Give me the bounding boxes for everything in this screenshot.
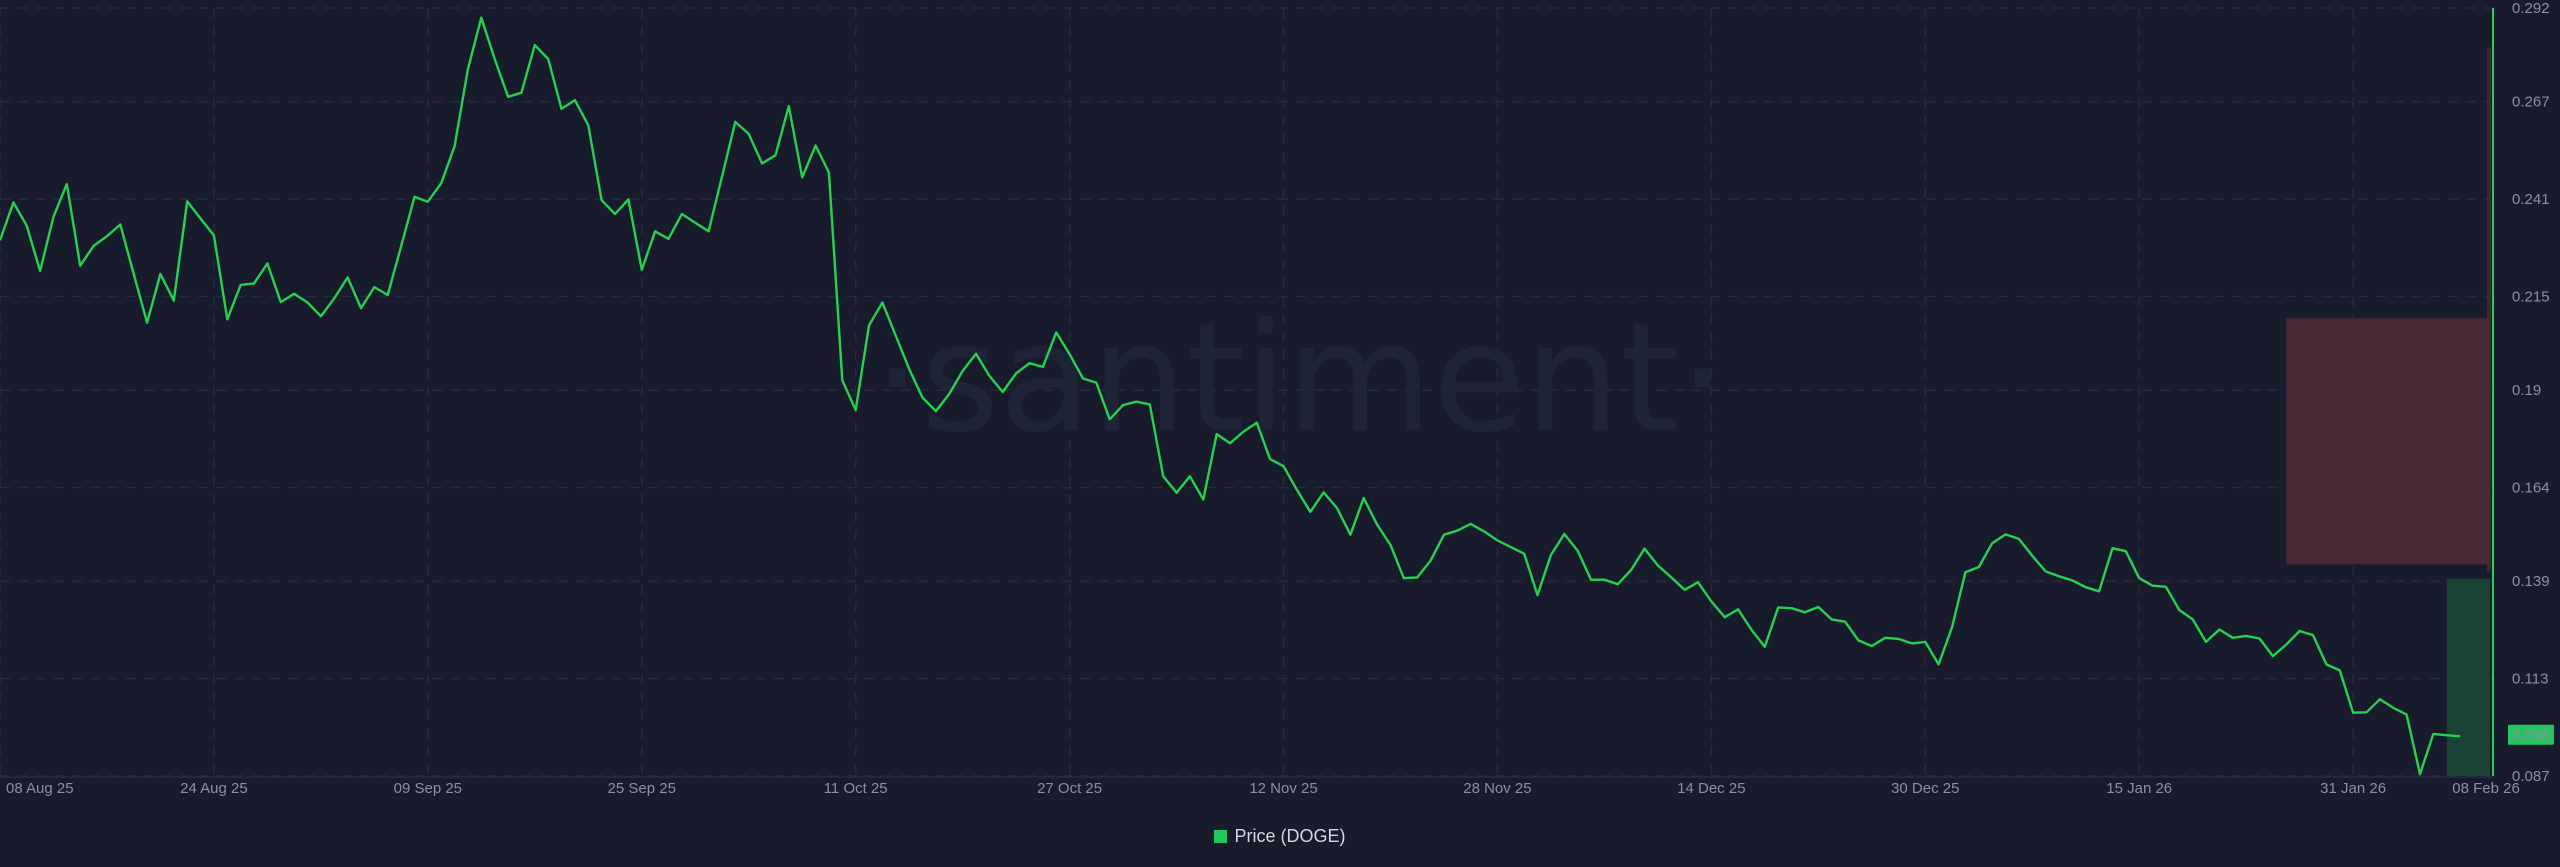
y-axis: 0.292 0.267 0.241 0.215 0.19 0.164 0.139 0.113 0…: [2512, 0, 2550, 785]
x-tick-label: 08 Feb 26: [2452, 780, 2520, 797]
legend-swatch-icon: [1214, 830, 1228, 843]
price-line: [0, 16, 2461, 776]
x-tick-label: 25 Sep 25: [608, 780, 676, 797]
x-tick-label: 30 Dec 25: [1891, 780, 1959, 797]
volume-bar-red: [2487, 47, 2491, 572]
x-tick-label: 14 Dec 25: [1677, 780, 1745, 797]
x-tick-label: 08 Aug 25: [6, 780, 74, 797]
y-tick-label: 0.164: [2512, 480, 2550, 497]
y-tick-label: 0.087: [2512, 768, 2550, 785]
x-tick-label: 09 Sep 25: [394, 780, 462, 797]
x-tick-label: 27 Oct 25: [1037, 780, 1102, 797]
price-zones: [2286, 318, 2490, 776]
resistance-zone: [2286, 318, 2490, 565]
y-tick-label: 0.215: [2512, 288, 2550, 305]
support-zone: [2446, 578, 2490, 776]
last-price-badge: 0.098: [2508, 724, 2554, 745]
x-tick-label: 31 Jan 26: [2320, 780, 2386, 797]
santiment-watermark: ·santiment·: [873, 292, 1726, 466]
legend-label: Price (DOGE): [1234, 826, 1346, 846]
x-tick-label: 28 Nov 25: [1463, 780, 1531, 797]
y-tick-label: 0.267: [2512, 94, 2550, 111]
y-tick-label: 0.113: [2512, 671, 2548, 688]
grid-lines: [0, 7, 2493, 778]
x-tick-label: 15 Jan 26: [2106, 780, 2172, 797]
y-tick-label: 0.292: [2512, 0, 2550, 17]
y-tick-label: 0.19: [2512, 382, 2541, 399]
chart-legend[interactable]: Price (DOGE): [0, 826, 2560, 847]
right-edge-bars: [2487, 8, 2494, 776]
x-axis: 08 Aug 25 24 Aug 25 09 Sep 25 25 Sep 25 11 O…: [6, 780, 2520, 797]
y-tick-label: 0.139: [2512, 573, 2550, 590]
x-tick-label: 24 Aug 25: [180, 780, 248, 797]
x-tick-label: 11 Oct 25: [824, 780, 888, 797]
last-price-value: 0.098: [2512, 727, 2550, 744]
x-tick-label: 12 Nov 25: [1249, 780, 1317, 797]
y-tick-label: 0.241: [2512, 191, 2550, 208]
